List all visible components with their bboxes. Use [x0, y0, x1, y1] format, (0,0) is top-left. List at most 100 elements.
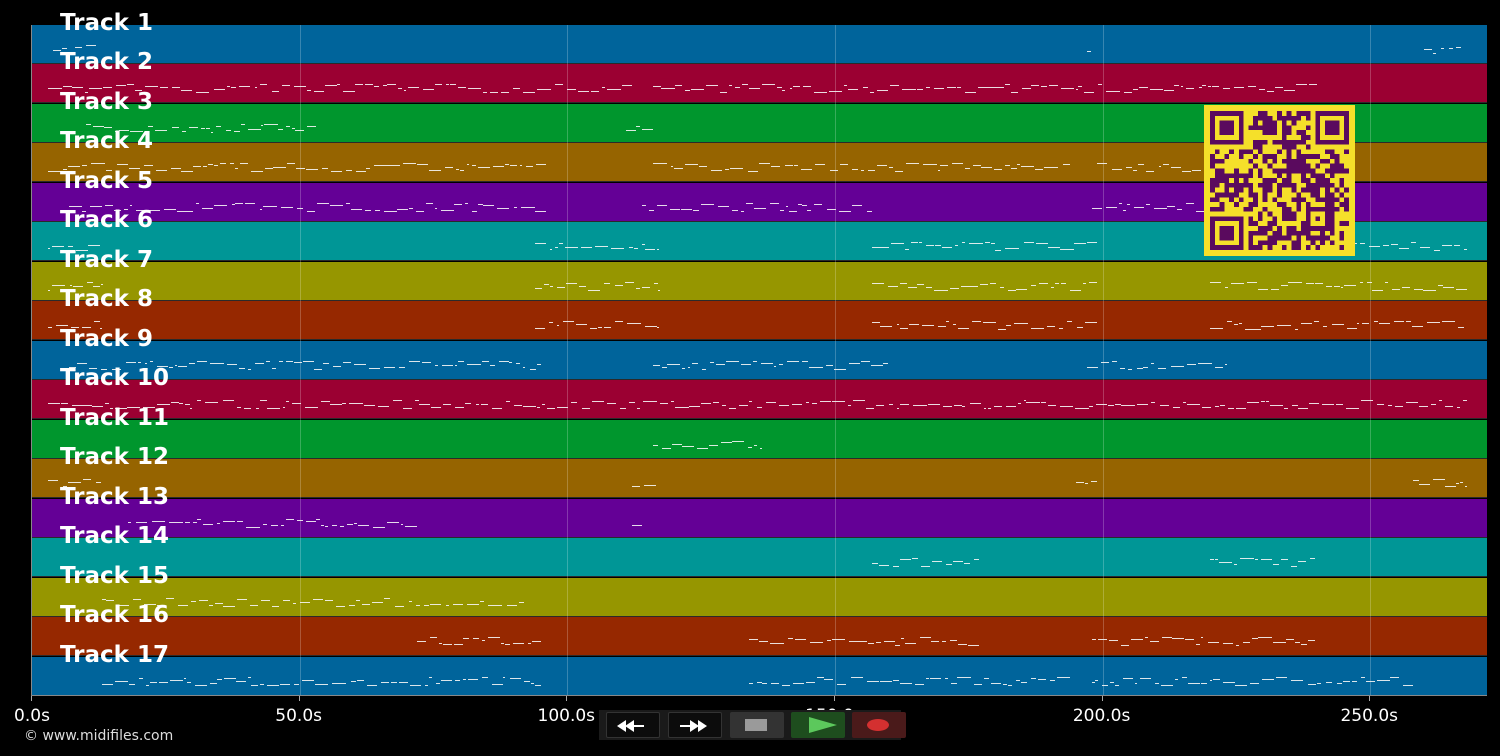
note [1145, 171, 1154, 173]
note [1456, 288, 1467, 290]
note [501, 643, 505, 645]
note [928, 404, 941, 406]
note [1252, 329, 1261, 331]
note [428, 676, 432, 678]
note [922, 325, 934, 327]
note [954, 245, 959, 247]
note [1150, 362, 1155, 364]
note [429, 637, 438, 639]
note [355, 84, 364, 86]
note [73, 285, 84, 287]
note [602, 87, 605, 89]
note [1026, 402, 1040, 404]
note [1295, 642, 1300, 644]
note [1177, 208, 1182, 210]
note [965, 92, 977, 94]
gridline [1370, 25, 1372, 695]
note [1075, 482, 1085, 484]
note [970, 285, 978, 287]
note [458, 360, 464, 362]
tick-label: 200.0s [1072, 706, 1131, 726]
note [235, 202, 244, 204]
note [62, 86, 72, 88]
note [506, 604, 517, 606]
record-button[interactable] [852, 712, 906, 738]
note [745, 202, 754, 204]
note [1226, 321, 1232, 323]
note [248, 676, 251, 678]
note [1023, 400, 1027, 402]
note [1378, 323, 1390, 325]
note [906, 163, 920, 165]
note [681, 367, 685, 369]
note [62, 486, 67, 488]
note [784, 165, 794, 167]
note [990, 87, 1004, 89]
gridline [834, 25, 836, 695]
note [409, 360, 421, 362]
track-lane [32, 25, 1487, 64]
note [530, 682, 535, 684]
note [1209, 281, 1222, 283]
note [185, 210, 193, 212]
note [1294, 329, 1299, 331]
track-label: Track 4 [60, 128, 153, 155]
note [1247, 281, 1257, 283]
note [1048, 247, 1060, 249]
note [1008, 289, 1016, 291]
note [1173, 85, 1179, 87]
note [809, 366, 823, 368]
play-button[interactable] [791, 712, 845, 738]
note [220, 163, 227, 165]
note [1440, 48, 1445, 49]
note [1191, 170, 1202, 172]
note [631, 486, 640, 488]
note [417, 641, 426, 643]
rewind-button[interactable] [606, 712, 660, 738]
note [1016, 288, 1027, 290]
note [84, 405, 92, 407]
note [644, 326, 649, 328]
note [193, 166, 202, 168]
note [1187, 404, 1201, 406]
note [740, 363, 752, 365]
note [999, 286, 1004, 288]
note [1005, 248, 1020, 250]
note [909, 324, 919, 326]
note [306, 169, 318, 171]
note [1198, 87, 1202, 89]
note [978, 87, 991, 89]
note [1456, 407, 1461, 409]
stop-button[interactable] [730, 712, 784, 738]
note [262, 523, 268, 525]
note [1300, 323, 1312, 325]
note [129, 168, 140, 170]
note [346, 202, 350, 204]
note [1083, 282, 1086, 284]
note [105, 204, 113, 206]
note [372, 601, 384, 603]
note [488, 604, 502, 606]
note [1465, 486, 1468, 488]
note [125, 361, 136, 363]
note [1298, 561, 1306, 563]
note [423, 89, 434, 91]
note [332, 365, 341, 367]
note [1347, 328, 1357, 330]
note [1248, 86, 1256, 88]
note [479, 600, 484, 602]
track-label: Track 6 [60, 207, 153, 234]
note [332, 524, 337, 526]
note [100, 328, 103, 330]
note [512, 643, 525, 645]
note [364, 405, 375, 407]
note [866, 210, 873, 212]
fast-forward-button[interactable] [668, 712, 722, 738]
note [392, 400, 402, 402]
note [636, 125, 640, 127]
note [1187, 682, 1201, 684]
note [917, 283, 924, 285]
note [899, 682, 912, 684]
note [454, 364, 457, 366]
note [902, 89, 916, 91]
